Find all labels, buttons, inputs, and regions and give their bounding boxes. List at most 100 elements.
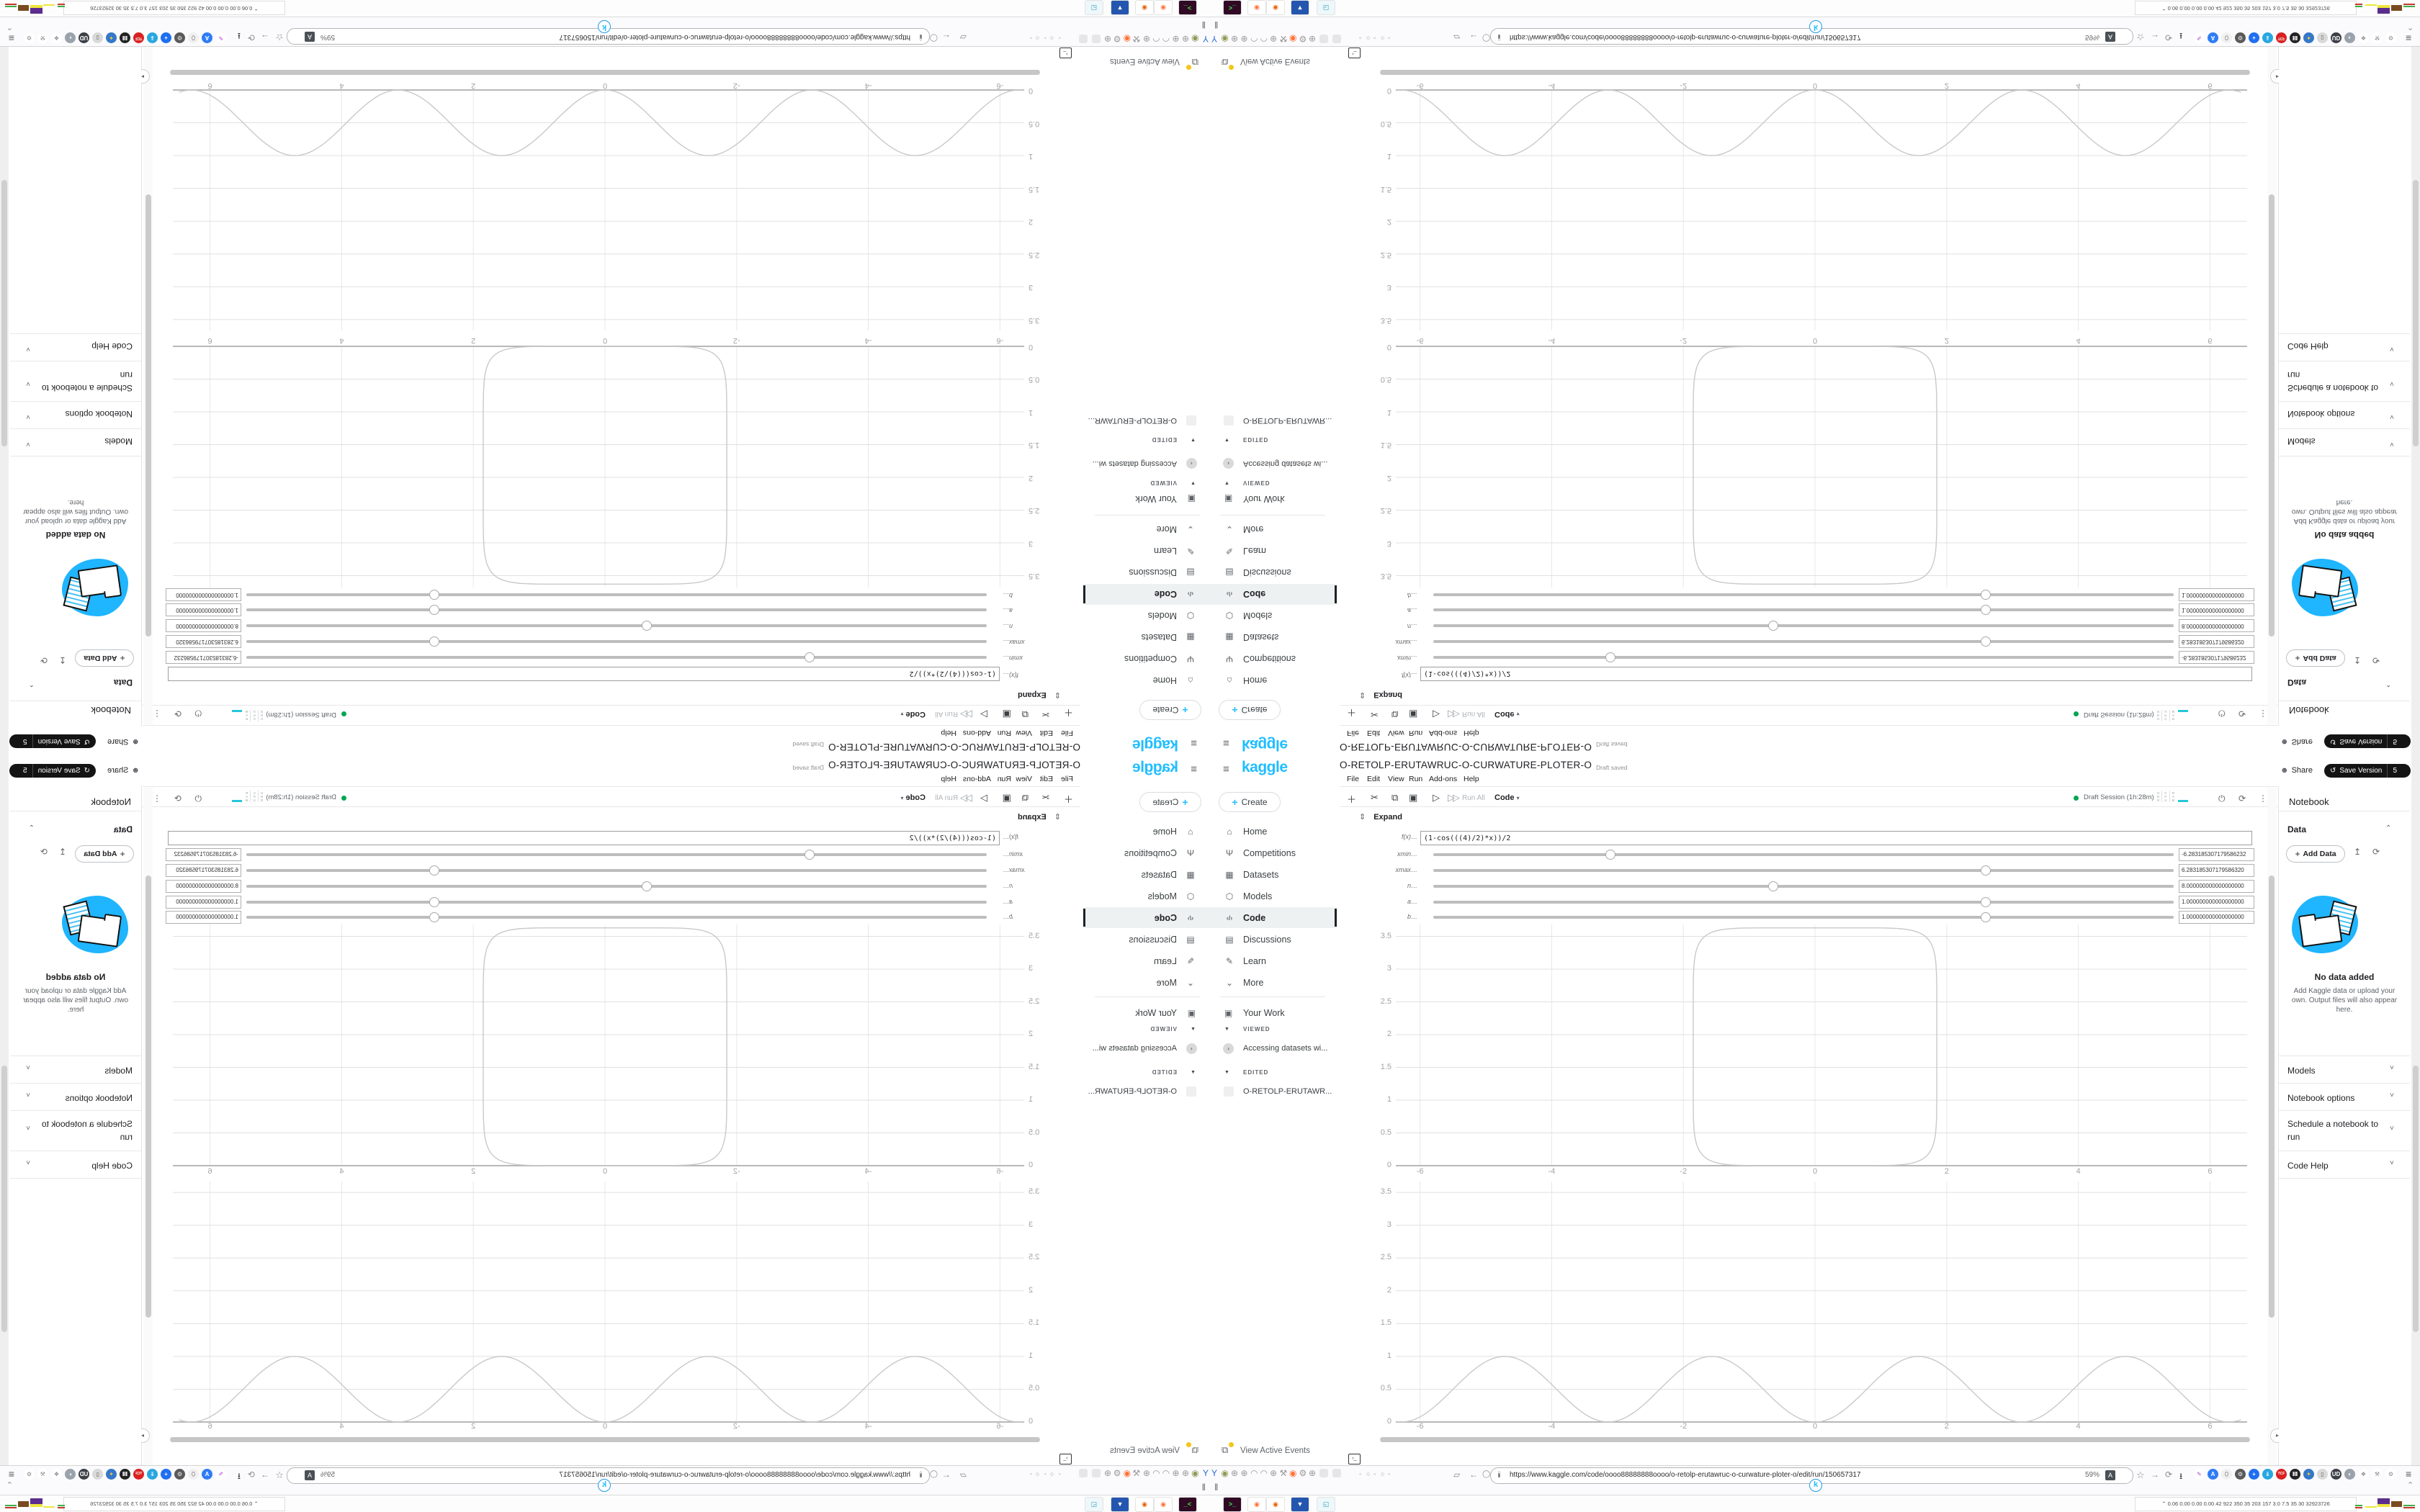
slider-handle[interactable] bbox=[1981, 897, 1991, 907]
gauge-icon[interactable]: ◠ bbox=[1152, 1468, 1160, 1478]
folder-icon[interactable]: ▱ bbox=[959, 32, 967, 42]
back-icon[interactable]: ← bbox=[1469, 32, 1478, 42]
gear-icon[interactable]: ⚙ bbox=[24, 1469, 35, 1480]
firefox-icon[interactable]: ◉ bbox=[1135, 0, 1154, 15]
slider-handle[interactable] bbox=[429, 590, 439, 600]
slider-track[interactable] bbox=[246, 608, 987, 611]
sidebar-item-edited[interactable]: O-RETOLP-ERUTAWR... bbox=[1083, 1086, 1210, 1103]
slider-value-box[interactable]: 6.283185307179586320 bbox=[166, 864, 241, 877]
paste-icon[interactable]: ▣ bbox=[1002, 709, 1011, 720]
terminal-icon[interactable]: >_ bbox=[1178, 1497, 1197, 1512]
sidebar-item-code[interactable]: ‹/› Code bbox=[1210, 584, 1337, 605]
camera-circle-icon[interactable]: ◉ bbox=[1191, 1468, 1199, 1478]
screenshot-icon[interactable]: ◱ bbox=[1085, 0, 1103, 15]
paste-icon[interactable]: ▣ bbox=[1002, 792, 1011, 803]
slider-track[interactable] bbox=[1433, 869, 2174, 872]
console-icon[interactable]: ›_ bbox=[1348, 48, 1361, 58]
menu-edit[interactable]: Edit bbox=[1039, 729, 1053, 737]
wrench-icon[interactable]: ⚒ bbox=[1132, 34, 1141, 44]
sidebar-item-discussions[interactable]: ▤ Discussions bbox=[1083, 929, 1210, 950]
wrench-icon[interactable]: ⚒ bbox=[37, 32, 48, 43]
slider-value-box[interactable]: 1.000000000000000000 bbox=[166, 911, 241, 924]
plus-circle-icon[interactable]: + bbox=[2249, 32, 2259, 43]
save-version-button[interactable]: ↺ Save Version 5 bbox=[9, 764, 96, 778]
horizontal-scrollbar[interactable] bbox=[1380, 70, 2250, 75]
sidebar-item-datasets[interactable]: ▦ Datasets bbox=[1083, 864, 1210, 885]
chevron-up-icon[interactable]: ⌃ bbox=[28, 824, 35, 832]
slider-handle[interactable] bbox=[1981, 636, 1991, 647]
firefox-icon[interactable]: ◉ bbox=[1266, 0, 1285, 15]
menu-run[interactable]: Run bbox=[1409, 729, 1423, 737]
kaggle-favicon[interactable]: k bbox=[598, 1479, 611, 1492]
slider-handle[interactable] bbox=[1605, 850, 1615, 860]
menu-view[interactable]: View bbox=[1388, 729, 1404, 737]
panel-section-code-help[interactable]: Code Help ˅ bbox=[10, 1151, 141, 1178]
slider-value-box[interactable]: 1.000000000000000000 bbox=[166, 588, 241, 601]
firefox-icon[interactable]: ◉ bbox=[1154, 0, 1173, 15]
globe-icon[interactable]: ⊕ bbox=[1240, 34, 1248, 44]
cell-type-dropdown[interactable]: Code ▾ bbox=[1494, 710, 1520, 719]
gauge-icon[interactable]: ◠ bbox=[1162, 1468, 1170, 1478]
notebook-title[interactable]: O-RETOLP-ERUTAWRUC-O-CURWATURE-PLOTER-O bbox=[1340, 760, 1592, 770]
slider-handle[interactable] bbox=[429, 897, 439, 907]
globe-icon[interactable]: ⊕ bbox=[1142, 1468, 1150, 1478]
url-text[interactable]: https://www.kaggle.com/code/oooo88888888… bbox=[559, 33, 910, 41]
sidebar-item-competitions[interactable]: Ψ Competitions bbox=[1210, 649, 1337, 670]
wrench-icon[interactable]: ⚒ bbox=[2372, 1469, 2383, 1480]
formula-input[interactable] bbox=[1420, 667, 2252, 681]
slider-track[interactable] bbox=[1433, 608, 2174, 611]
viewed-section-header[interactable]: ▼ VIEWED bbox=[1083, 474, 1210, 487]
notebook-title[interactable]: O-RETOLP-ERUTAWRUC-O-CURWATURE-PLOTER-O bbox=[1340, 742, 1592, 752]
terminal-icon[interactable]: >_ bbox=[1223, 1497, 1242, 1512]
menu-icon[interactable]: ≡ bbox=[1191, 737, 1197, 749]
cut-icon[interactable]: ✂ bbox=[1371, 709, 1379, 720]
globe-icon[interactable]: ⊕ bbox=[1181, 34, 1189, 44]
globe-icon[interactable]: ⊕ bbox=[1103, 34, 1111, 44]
puzzle-icon[interactable]: ❖ bbox=[51, 1469, 62, 1480]
slider-track[interactable] bbox=[246, 916, 987, 919]
zoom-level[interactable]: 59% bbox=[321, 33, 336, 41]
firefox-icon[interactable]: ◉ bbox=[1154, 1497, 1173, 1512]
slider-value-box[interactable]: -6.283185307179586232 bbox=[166, 651, 241, 664]
sidebar-item-more[interactable]: ⌄ More bbox=[1083, 519, 1210, 540]
data-section-header[interactable]: Data bbox=[113, 824, 133, 834]
cell-type-dropdown[interactable]: Code ▾ bbox=[1494, 793, 1520, 802]
panel-section-schedule-a-notebook-to-run[interactable]: Schedule a notebook to run ˅ bbox=[2279, 1110, 2410, 1151]
down-circle-icon[interactable]: ⇓ bbox=[2262, 32, 2273, 43]
edited-section-header[interactable]: ▼ EDITED bbox=[1210, 431, 1337, 444]
slider-track[interactable] bbox=[246, 624, 987, 627]
notebook-title[interactable]: O-RETOLP-ERUTAWRUC-O-CURWATURE-PLOTER-O bbox=[828, 742, 1080, 752]
folder-icon[interactable]: ▱ bbox=[959, 1470, 967, 1480]
menu-view[interactable]: View bbox=[1016, 775, 1032, 783]
paste-icon[interactable]: ▣ bbox=[1409, 709, 1418, 720]
add-data-button[interactable]: + Add Data bbox=[75, 845, 134, 863]
slider-value-box[interactable]: 1.000000000000000000 bbox=[2179, 896, 2254, 909]
circle-icon[interactable]: ◯ bbox=[1482, 34, 1491, 42]
kaggle-logo[interactable]: kaggle bbox=[1132, 737, 1178, 753]
page-scrollbar-thumb[interactable] bbox=[2413, 1066, 2419, 1332]
slider-track[interactable] bbox=[246, 869, 987, 872]
funnel-icon[interactable]: Y bbox=[1211, 1468, 1218, 1478]
terminal-icon[interactable]: >_ bbox=[1223, 0, 1242, 15]
collapsed-cell-toggle[interactable]: ⇕ Expand bbox=[1359, 812, 1402, 822]
puzzle-icon[interactable]: ❖ bbox=[2358, 1469, 2369, 1480]
share-button[interactable]: ☻ Share bbox=[107, 766, 140, 775]
notebook-scrollbar-thumb[interactable] bbox=[2269, 876, 2275, 1318]
slider-handle[interactable] bbox=[1981, 865, 1991, 876]
cut-icon[interactable]: ✂ bbox=[1041, 792, 1049, 803]
chevron-up-icon[interactable]: ⌃ bbox=[28, 680, 35, 688]
indicator-dot[interactable]: ◦ bbox=[1058, 35, 1061, 42]
panel-section-schedule-a-notebook-to-run[interactable]: Schedule a notebook to run ˅ bbox=[10, 361, 141, 402]
upload-icon[interactable]: ↥ bbox=[2354, 655, 2362, 665]
slider-value-box[interactable]: -6.283185307179586232 bbox=[2179, 848, 2254, 861]
console-icon[interactable]: ›_ bbox=[1059, 1454, 1072, 1464]
circle-icon[interactable]: ◯ bbox=[929, 34, 938, 42]
gear-icon[interactable]: ⚙ bbox=[2385, 32, 2396, 43]
firefox-icon[interactable]: ◉ bbox=[1247, 0, 1266, 15]
box-icon[interactable]: ▯ bbox=[92, 32, 103, 43]
screenshot-icon[interactable]: ◱ bbox=[1317, 0, 1335, 15]
kaggle-favicon[interactable]: k bbox=[1809, 1479, 1822, 1492]
down-circle-icon[interactable]: ⇓ bbox=[2262, 1469, 2273, 1480]
copy-icon[interactable]: ⧉ bbox=[1021, 792, 1028, 803]
kaggle-logo[interactable]: kaggle bbox=[1242, 759, 1288, 775]
